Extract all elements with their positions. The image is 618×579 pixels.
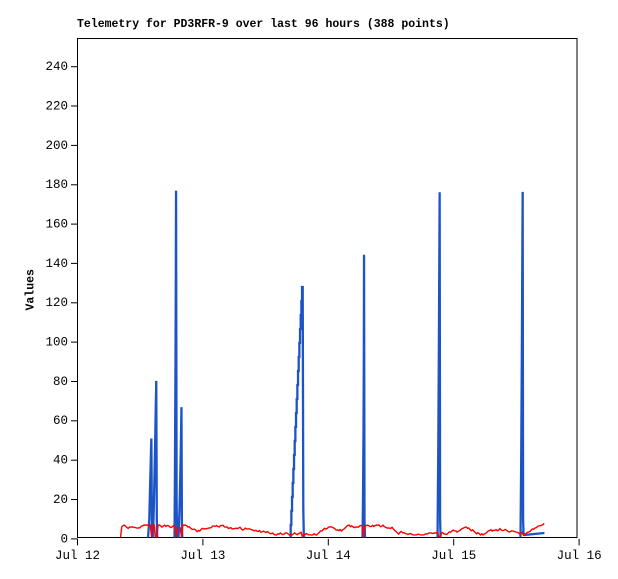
svg-text:0: 0 (60, 532, 68, 546)
svg-text:Jul 16: Jul 16 (557, 549, 602, 563)
svg-text:140: 140 (45, 257, 68, 271)
svg-text:Jul 14: Jul 14 (306, 549, 351, 563)
svg-text:20: 20 (53, 493, 68, 507)
svg-text:240: 240 (45, 60, 68, 74)
svg-text:220: 220 (45, 99, 68, 113)
svg-text:Jul 12: Jul 12 (55, 549, 100, 563)
svg-text:160: 160 (45, 218, 68, 232)
svg-text:180: 180 (45, 178, 68, 192)
svg-text:200: 200 (45, 139, 68, 153)
svg-text:120: 120 (45, 296, 68, 310)
svg-text:40: 40 (53, 454, 68, 468)
svg-text:80: 80 (53, 375, 68, 389)
svg-text:60: 60 (53, 414, 68, 428)
svg-text:Jul 13: Jul 13 (180, 549, 225, 563)
svg-text:100: 100 (45, 336, 68, 350)
svg-text:Jul 15: Jul 15 (431, 549, 476, 563)
